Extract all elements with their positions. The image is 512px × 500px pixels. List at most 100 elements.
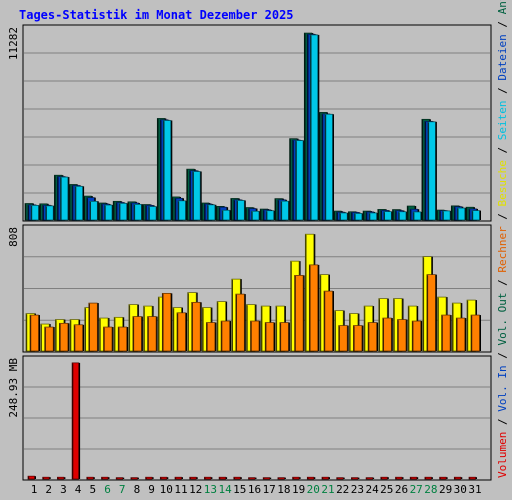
bar-rechner-face (441, 314, 451, 352)
bar-seiten (383, 211, 393, 221)
bar-seiten (118, 202, 129, 221)
x-tick-label: 24 (365, 483, 379, 496)
bar-seiten-edge (156, 206, 158, 220)
bar-volumen (42, 476, 51, 480)
x-tick-label: 12 (189, 483, 202, 496)
bar-rechner-face (264, 322, 275, 352)
bar-seiten-edge (214, 204, 217, 220)
bar-rechner (441, 314, 452, 352)
bar-rechner-edge (288, 322, 290, 351)
bar-rechner-face (191, 301, 201, 352)
bar-seiten (162, 120, 173, 221)
bar-rechner-edge (450, 315, 452, 351)
panel-bottom: 248.93 MB (7, 355, 492, 481)
bar-seiten (60, 176, 70, 221)
bar-rechner-face (161, 292, 172, 352)
bar-seiten-edge (38, 205, 40, 220)
bar-seiten (471, 210, 481, 221)
bar-volumen-edge (240, 477, 242, 479)
bar-rechner (132, 316, 143, 352)
bar-seiten (265, 210, 276, 221)
bar-volumen (130, 477, 139, 480)
bar-seiten (324, 113, 334, 221)
bar-rechner-edge (229, 321, 232, 351)
x-tick-label: 18 (277, 483, 290, 496)
bar-seiten (133, 203, 143, 221)
y-axis-label: 248.93 MB (7, 358, 20, 418)
bar-rechner (117, 326, 129, 352)
bar-volumen (424, 476, 433, 480)
bar-rechner-face (235, 293, 245, 352)
bar-rechner-face (176, 312, 186, 352)
bar-volumen (336, 477, 345, 480)
bar-seiten-edge (112, 205, 114, 220)
bar-rechner-edge (303, 275, 305, 351)
bar-volumen-edge (196, 477, 198, 479)
x-tick-label: 2 (45, 483, 52, 496)
bar-volumen (439, 476, 448, 480)
bar-rechner (235, 293, 246, 352)
x-tick-label: 4 (75, 483, 82, 496)
side-label-part: / (496, 412, 509, 432)
bar-volumen (365, 477, 375, 480)
bar-rechner (161, 292, 173, 352)
bar-rechner (455, 317, 467, 352)
bar-volumen-edge (416, 477, 419, 479)
bar-seiten-face (118, 202, 128, 221)
bar-volumen (395, 476, 404, 480)
bar-rechner-face (250, 320, 260, 352)
bar-volumen (262, 477, 272, 480)
legend-side-label: Volumen / Vol. In / Vol. Out / Rechner /… (496, 0, 509, 478)
bar-rechner-edge (317, 264, 320, 351)
bar-volumen-edge (372, 477, 375, 479)
panel-top: 11282 (7, 24, 492, 222)
bar-rechner-face (59, 322, 69, 352)
bar-seiten-edge (67, 177, 70, 220)
bar-rechner-edge (244, 294, 246, 351)
x-tick-label: 17 (263, 483, 276, 496)
x-tick-label: 25 (380, 483, 393, 496)
bar-volumen-edge (343, 477, 345, 479)
bar-volumen-edge (49, 477, 51, 479)
bar-rechner (220, 320, 232, 352)
bar-rechner-face (411, 320, 422, 352)
bar-volumen (321, 476, 330, 480)
bar-volumen-face (115, 477, 124, 480)
x-tick-label: 19 (292, 483, 305, 496)
bar-volumen (351, 477, 360, 480)
bar-rechner-edge (112, 327, 114, 351)
panel-frame (22, 24, 492, 222)
bar-volumen (145, 476, 154, 480)
bar-rechner-edge (214, 322, 217, 351)
x-tick-label: 7 (119, 483, 126, 496)
bar-seiten (368, 212, 379, 221)
x-tick-label: 11 (174, 483, 187, 496)
y-axis-label: 11282 (7, 27, 20, 60)
bar-seiten-edge (273, 210, 276, 220)
bar-rechner-face (338, 325, 348, 352)
bar-rechner-edge (347, 325, 349, 351)
bar-rechner-edge (53, 327, 55, 351)
bar-volumen-edge (475, 477, 477, 479)
bar-volumen-edge (225, 477, 228, 479)
bar-rechner-edge (185, 312, 187, 351)
side-label-part: Rechner (496, 226, 509, 273)
side-label-part: / (496, 273, 509, 293)
bar-rechner-edge (435, 274, 437, 351)
bar-seiten (221, 209, 232, 221)
bar-rechner (206, 322, 217, 352)
x-tick-label: 3 (60, 483, 67, 496)
bar-rechner-face (117, 326, 128, 352)
bar-rechner (470, 314, 481, 352)
bar-seiten-edge (361, 213, 364, 220)
bar-volumen-edge (284, 477, 286, 479)
bar-seiten (398, 211, 408, 221)
bar-volumen-edge (446, 477, 448, 479)
bar-rechner-edge (156, 316, 158, 351)
x-tick-label: 6 (104, 483, 111, 496)
bar-rechner-edge (259, 321, 261, 351)
x-tick-label: 27 (410, 483, 423, 496)
side-label-part: Vol. Out (496, 293, 509, 346)
bar-seiten-edge (141, 204, 143, 220)
x-tick-label: 31 (468, 483, 481, 496)
